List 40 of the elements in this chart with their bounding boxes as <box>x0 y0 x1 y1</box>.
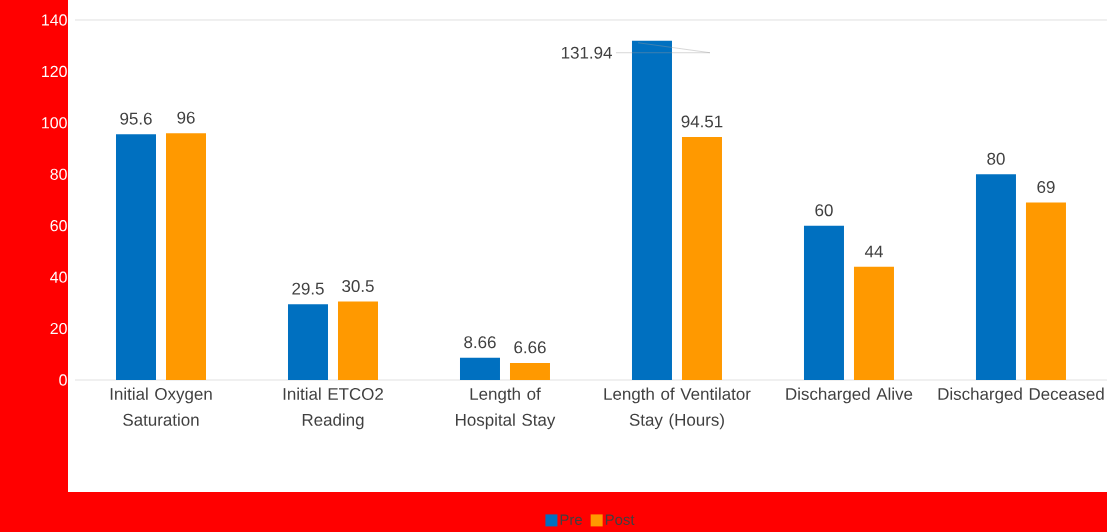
x-tick-label: Initial ETCO2 Reading <box>283 387 383 430</box>
y-tick-label: 20 <box>50 322 67 335</box>
data-label: 44 <box>864 245 883 258</box>
y-tick-label: 60 <box>50 220 67 232</box>
data-label: 6.66 <box>514 341 546 354</box>
data-label: 95.6 <box>120 112 152 125</box>
data-label: 69 <box>1037 181 1055 194</box>
data-label: 60 <box>815 204 833 217</box>
bar <box>803 225 844 380</box>
data-label: 80 <box>987 152 1005 165</box>
y-tick-label: 40 <box>50 271 67 283</box>
data-label: 131.94 <box>561 46 612 59</box>
x-tick-label: Length of Hospital Stay <box>456 387 556 430</box>
bar <box>509 362 550 380</box>
x-tick-label: Initial Oxygen Saturation <box>110 387 212 426</box>
data-label: 96 <box>177 111 195 124</box>
legend-label: Pre <box>560 514 582 525</box>
bar <box>853 266 894 380</box>
bar <box>681 136 722 380</box>
data-label: 30.5 <box>342 280 374 293</box>
bar <box>287 304 328 380</box>
bar <box>1025 202 1066 380</box>
data-label: 94.51 <box>681 115 723 128</box>
bar <box>337 301 378 380</box>
y-tick-label: 80 <box>50 168 67 180</box>
x-tick-label: Length of Ventilator Stay (Hours) <box>604 387 751 430</box>
x-tick-label: Discharged Deceased <box>938 387 1104 404</box>
y-tick-label: 120 <box>42 65 67 78</box>
x-tick-label: Discharged Alive <box>786 387 913 404</box>
y-tick-label: 100 <box>42 117 67 129</box>
y-tick-label: 0 <box>59 374 67 386</box>
data-label: 29.5 <box>292 282 324 295</box>
bar <box>166 133 206 380</box>
bar <box>631 40 672 380</box>
bar <box>116 134 156 380</box>
bar <box>975 174 1016 380</box>
data-label: 8.66 <box>464 336 496 349</box>
bar <box>459 357 500 380</box>
legend-label: Post <box>605 514 635 525</box>
y-tick-label: 140 <box>42 14 67 26</box>
